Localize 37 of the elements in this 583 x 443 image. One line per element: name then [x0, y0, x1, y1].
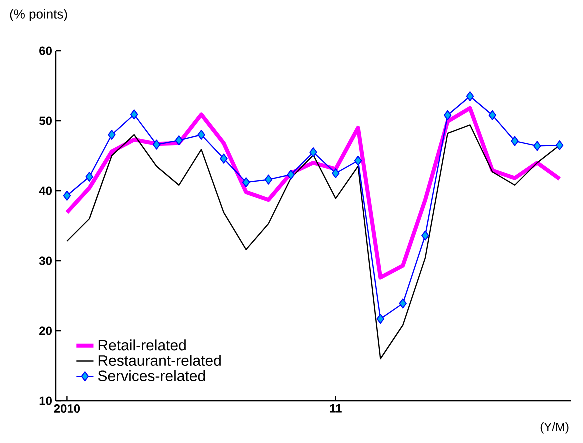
- point: [466, 91, 474, 102]
- point: [422, 230, 430, 241]
- point: [556, 140, 564, 150]
- y-tick-label: 20: [40, 326, 52, 336]
- point: [130, 110, 138, 120]
- point: [264, 174, 273, 185]
- y-axis-title: (% points): [10, 9, 68, 22]
- line-series: [65, 106, 562, 280]
- legend-label: Retail-related: [98, 340, 186, 351]
- point: [108, 130, 116, 140]
- point: [488, 110, 497, 120]
- y-tick-label: 50: [40, 116, 52, 126]
- point: [332, 168, 340, 178]
- y-tick-label: 40: [39, 186, 52, 196]
- legend-label: Restaurant-related: [98, 355, 221, 366]
- y-tick-label: 10: [40, 396, 52, 406]
- x-tick-label: 2010: [54, 404, 80, 414]
- point: [86, 172, 94, 182]
- legend-label: Services-related: [98, 370, 206, 382]
- x-tick-label: 11: [330, 404, 342, 413]
- point: [399, 298, 407, 309]
- point: [220, 154, 228, 164]
- point: [175, 136, 184, 146]
- y-tick-label: 30: [39, 256, 52, 266]
- x-axis-title: (Y/M): [540, 422, 569, 434]
- point: [152, 140, 161, 150]
- point: [198, 130, 206, 140]
- y-tick-label: 60: [40, 46, 52, 56]
- point: [534, 141, 542, 152]
- point: [511, 136, 519, 146]
- point: [287, 170, 295, 180]
- point: [354, 156, 362, 166]
- point: [242, 178, 250, 188]
- point: [376, 314, 385, 324]
- point: [444, 110, 452, 120]
- point: [63, 190, 72, 201]
- point: [310, 147, 318, 158]
